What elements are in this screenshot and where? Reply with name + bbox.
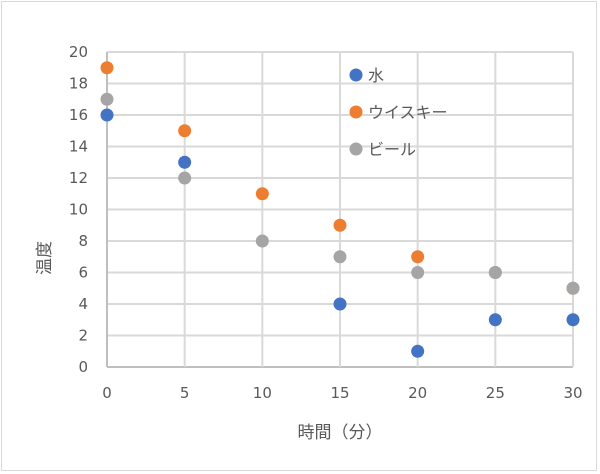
legend-label: ウイスキー (368, 103, 448, 122)
legend-marker-icon (349, 105, 363, 119)
data-point (333, 250, 347, 264)
x-tick-label: 5 (180, 384, 190, 402)
y-tick-label: 20 (69, 43, 88, 61)
y-tick-label: 12 (69, 169, 88, 187)
y-tick-label: 14 (69, 138, 88, 156)
x-tick-label: 25 (486, 384, 505, 402)
data-point (566, 313, 580, 327)
data-point (100, 108, 114, 122)
data-point (488, 266, 502, 279)
legend-label: ビール (368, 140, 416, 159)
data-point (411, 344, 425, 358)
data-point (178, 171, 192, 185)
data-point (488, 313, 502, 327)
data-point (566, 281, 580, 295)
x-axis-title: 時間（分） (298, 423, 383, 443)
data-point (178, 155, 192, 169)
data-point (255, 234, 269, 248)
y-tick-label: 8 (78, 232, 88, 250)
data-point (178, 124, 192, 138)
data-point (411, 266, 425, 279)
y-tick-label: 18 (69, 75, 88, 93)
y-tick-label: 6 (78, 264, 88, 282)
x-tick-label: 20 (408, 384, 427, 402)
data-point (100, 61, 114, 75)
y-tick-label: 16 (69, 106, 88, 124)
x-axis-ticks: 0 5 10 15 20 25 30 (102, 384, 582, 402)
legend-label: 水 (368, 66, 384, 85)
y-axis-ticks: 0 2 4 6 8 10 12 14 16 18 20 (69, 43, 88, 376)
x-tick-label: 15 (330, 384, 349, 402)
y-axis-title: 温度 (35, 241, 55, 275)
data-point (255, 187, 269, 201)
data-points (100, 61, 580, 358)
data-point (411, 250, 425, 264)
data-point (100, 92, 114, 106)
data-point (333, 297, 347, 311)
legend-marker-icon (349, 142, 363, 156)
y-tick-label: 10 (69, 201, 88, 219)
x-tick-label: 0 (102, 384, 112, 402)
x-tick-label: 30 (563, 384, 582, 402)
x-tick-label: 10 (253, 384, 272, 402)
y-tick-label: 4 (78, 295, 88, 313)
gridlines (106, 51, 574, 368)
y-tick-label: 2 (78, 327, 88, 345)
data-point (333, 218, 347, 232)
y-tick-label: 0 (78, 358, 88, 376)
legend-marker-icon (349, 68, 363, 82)
